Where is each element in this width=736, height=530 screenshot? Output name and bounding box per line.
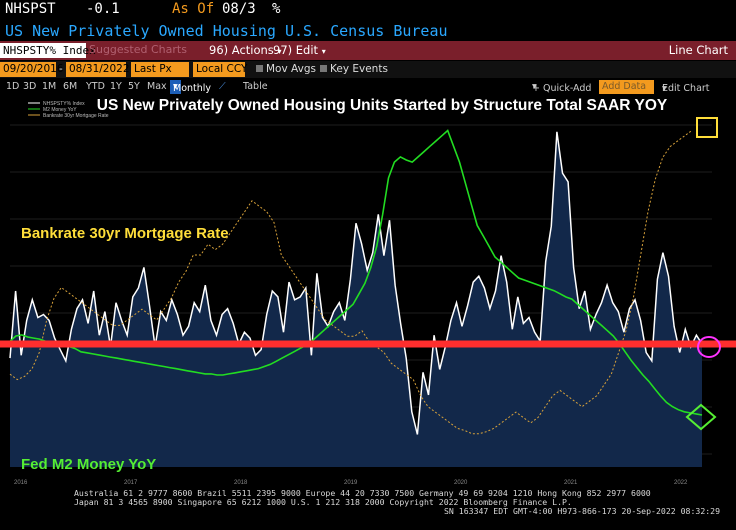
view-type-label[interactable]: Line Chart <box>668 43 728 57</box>
checkbox-icon <box>256 65 263 72</box>
range-ytd[interactable]: YTD <box>86 81 105 92</box>
quick-add-label: + Quick-Add <box>532 83 592 94</box>
legend-label: Bankrate 30yr Mortgage Rate <box>43 113 109 119</box>
add-data-input[interactable]: Add Data <box>599 80 654 94</box>
security-description: US New Privately Owned Housing U.S. Cens… <box>0 21 736 41</box>
edit-menu-button[interactable]: 97) Edit ▾ <box>273 43 326 57</box>
housing-starts-line <box>9 131 703 435</box>
ticker-symbol[interactable]: NHSPST <box>5 1 56 17</box>
x-axis-label: 2019 <box>344 480 358 486</box>
date-separator: - <box>59 63 63 75</box>
m2-latest-marker <box>685 403 717 431</box>
m2-money-line <box>9 129 703 416</box>
price-change: -0.1 <box>86 1 120 17</box>
frequency-select[interactable]: Monthly ▾ <box>170 80 211 94</box>
line-chart[interactable]: NHSPSTY% Index M2 Money YoY Bankrate 30y… <box>0 95 736 487</box>
chart-legend: NHSPSTY% Index M2 Money YoY Bankrate 30y… <box>28 101 109 119</box>
currency-select[interactable]: Local CCY <box>193 62 247 77</box>
chart-type-icon[interactable]: ⟋ <box>219 81 226 92</box>
housing-latest-marker <box>697 336 721 358</box>
x-axis-label: 2021 <box>564 480 578 486</box>
x-axis-label: 2017 <box>124 480 138 486</box>
ticker-bar: NHSPST -0.1 As Of 08/3 % <box>0 0 736 19</box>
m2-annotation: Fed M2 Money YoY <box>21 456 156 473</box>
chart-area[interactable]: NHSPSTY% Index M2 Money YoY Bankrate 30y… <box>0 95 736 487</box>
start-date-input[interactable]: 09/20/2016 <box>0 62 64 77</box>
footer: Australia 61 2 9777 8600 Brazil 5511 239… <box>0 487 736 530</box>
footer-contacts-line2: Japan 81 3 4565 8900 Singapore 65 6212 1… <box>74 497 572 507</box>
table-button[interactable]: Table <box>243 81 268 92</box>
mov-avgs-label: Mov Avgs <box>266 63 316 75</box>
range-1y[interactable]: 1Y <box>110 81 122 92</box>
actions-menu-button[interactable]: 96) Actions ▾ <box>209 43 281 57</box>
legend-label: M2 Money YoY <box>43 107 77 113</box>
range-toolbar: 1D 3D 1M 6M YTD 1Y 5Y Max Monthly ▾ ⟋ Ta… <box>0 79 736 95</box>
range-6m[interactable]: 6M <box>63 81 78 92</box>
as-of-label: As Of <box>172 1 215 17</box>
as-of-date: 08/3 <box>222 1 256 17</box>
chevron-down-icon: ▾ <box>662 83 667 94</box>
range-3d[interactable]: 3D <box>23 81 37 92</box>
footer-session-info: SN 163347 EDT GMT-4:00 H973-866-173 20-S… <box>444 506 721 516</box>
chevron-down-icon: ▾ <box>277 47 282 56</box>
chart-title: US New Privately Owned Housing Units Sta… <box>97 97 668 114</box>
checkbox-icon <box>320 65 327 72</box>
x-axis-label: 2018 <box>234 480 248 486</box>
key-events-toggle[interactable]: Key Events <box>320 62 388 77</box>
mortgage-latest-marker <box>696 117 718 138</box>
actions-label: 96) Actions <box>209 43 274 57</box>
price-type-select[interactable]: Last Px <box>131 62 189 77</box>
x-axis-label: 2016 <box>14 480 28 486</box>
unit-label: % <box>272 1 281 17</box>
date-toolbar: 09/20/2016 - 08/31/2022 Last Px Local CC… <box>0 61 736 78</box>
description-text: US New Privately Owned Housing U.S. Cens… <box>5 22 448 40</box>
edit-chart-label: Edit Chart <box>662 83 710 94</box>
x-axis-labels: 2016 2017 2018 2019 2020 2021 2022 <box>14 480 688 486</box>
legend-label: NHSPSTY% Index <box>43 101 85 107</box>
security-field[interactable]: NHSPSTY% Index <box>0 43 96 58</box>
menu-bar: NHSPSTY% Index Suggested Charts 96) Acti… <box>0 41 736 60</box>
x-axis-label: 2020 <box>454 480 468 486</box>
range-max[interactable]: Max <box>147 81 167 92</box>
end-date-input[interactable]: 08/31/2022 <box>66 62 130 77</box>
key-events-label: Key Events <box>330 63 388 75</box>
frequency-label: Monthly <box>173 83 212 94</box>
range-1d[interactable]: 1D <box>6 81 20 92</box>
chevron-down-icon: ▾ <box>321 47 326 56</box>
edit-label: 97) Edit <box>273 43 319 57</box>
mov-avgs-toggle[interactable]: Mov Avgs <box>256 62 316 77</box>
range-1m[interactable]: 1M <box>42 81 57 92</box>
footer-contacts-line1: Australia 61 2 9777 8600 Brazil 5511 239… <box>74 488 651 498</box>
mortgage-annotation: Bankrate 30yr Mortgage Rate <box>21 225 229 242</box>
suggested-charts-ghost[interactable]: Suggested Charts <box>89 43 187 56</box>
x-axis-label: 2022 <box>674 480 688 486</box>
quick-add-button[interactable]: + Quick-Add ▾ <box>532 81 592 94</box>
range-5y[interactable]: 5Y <box>128 81 140 92</box>
